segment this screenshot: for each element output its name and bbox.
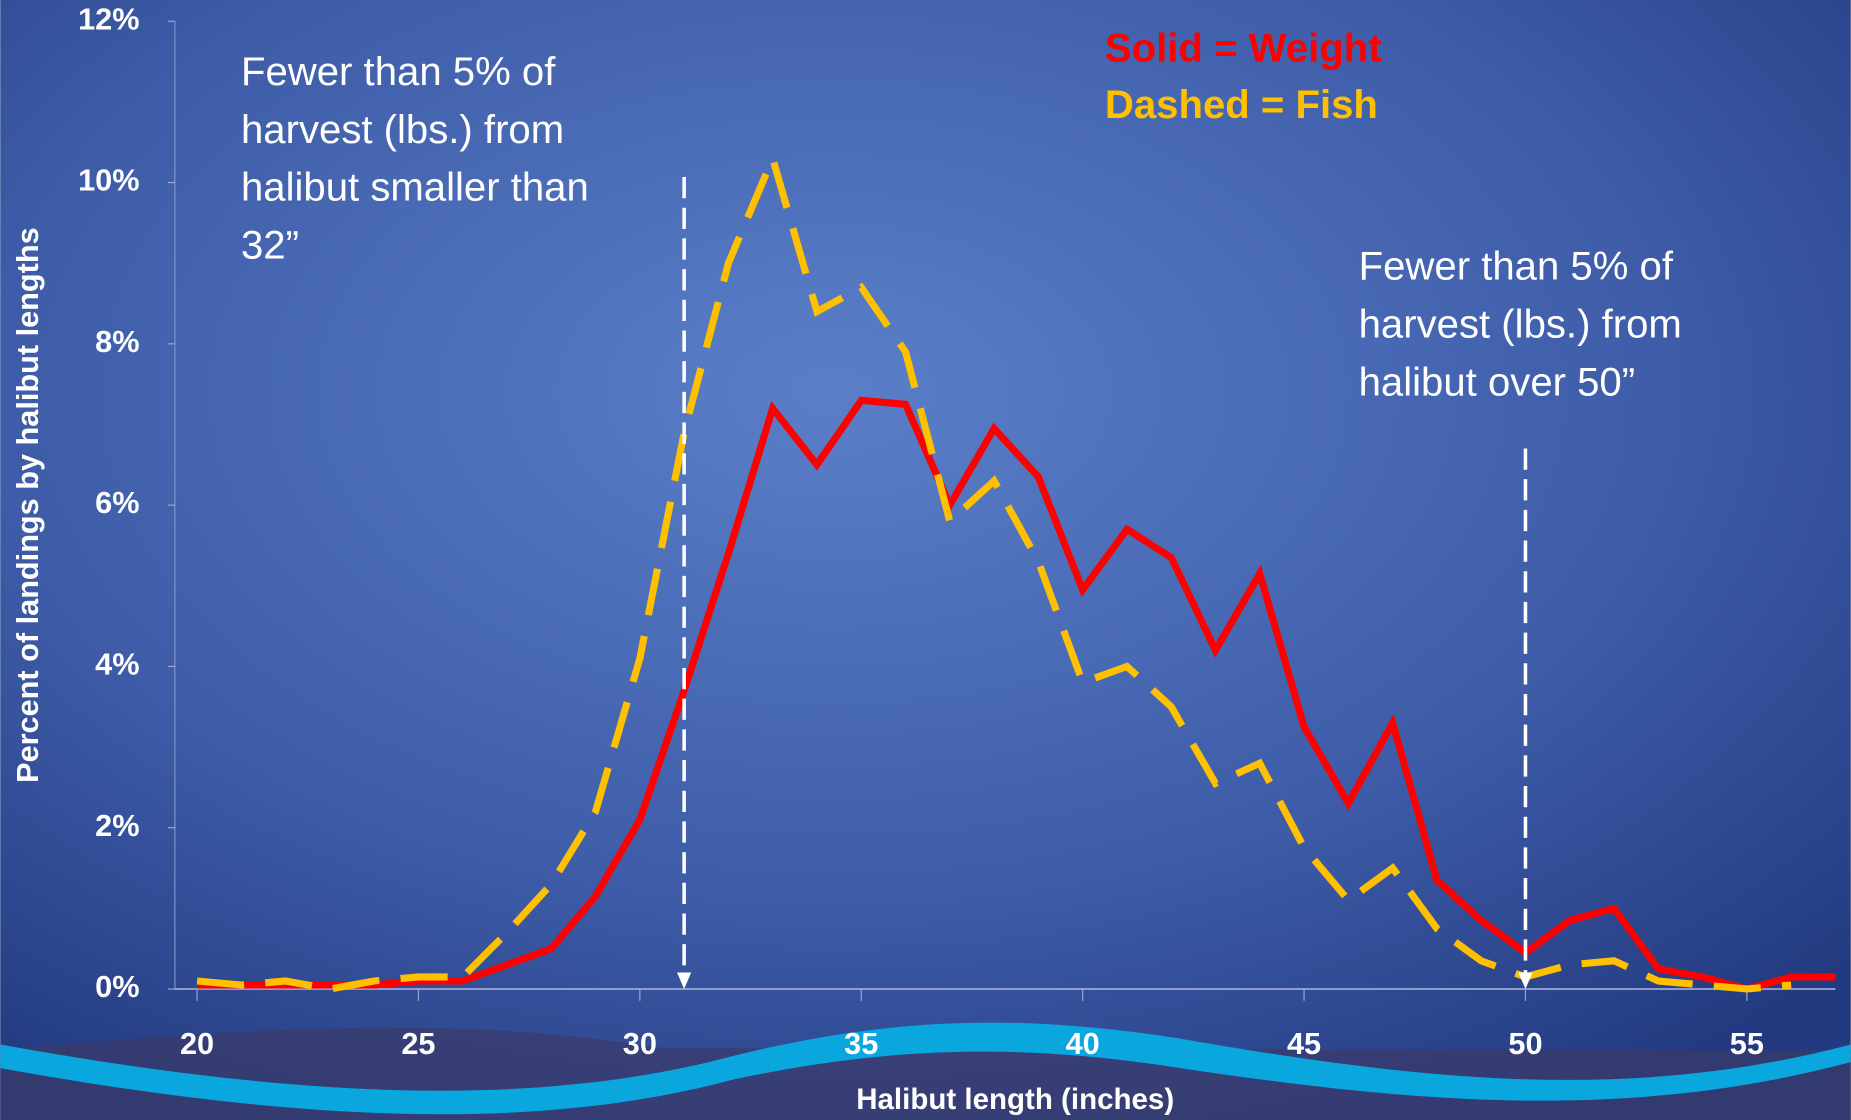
annotation: halibut smaller than (241, 165, 589, 210)
y-axis-label: Percent of landings by halibut lengths (10, 227, 45, 783)
x-tick-label: 30 (623, 1026, 657, 1061)
y-tick-label: 10% (78, 163, 139, 198)
x-tick-label: 20 (180, 1026, 214, 1061)
annotation: Fewer than 5% of (1359, 244, 1674, 289)
x-axis-label: Halibut length (inches) (856, 1083, 1174, 1116)
legend-entry: Dashed = Fish (1105, 82, 1378, 127)
y-tick-label: 0% (95, 969, 139, 1004)
x-tick-label: 45 (1287, 1026, 1321, 1061)
x-tick-label: 35 (844, 1026, 878, 1061)
annotation: halibut over 50” (1359, 359, 1635, 404)
x-tick-label: 55 (1730, 1026, 1764, 1061)
y-tick-label: 6% (95, 485, 139, 520)
x-tick-label: 50 (1508, 1026, 1542, 1061)
annotation: Fewer than 5% of (241, 49, 556, 94)
annotation: harvest (lbs.) from (1359, 302, 1682, 347)
y-tick-label: 4% (95, 647, 139, 682)
x-tick-label: 25 (401, 1026, 435, 1061)
x-tick-label: 40 (1066, 1026, 1100, 1061)
annotation: 32” (241, 222, 299, 267)
y-tick-label: 8% (95, 324, 139, 359)
annotation: harvest (lbs.) from (241, 107, 564, 152)
page: {"chart_data": { "type": "line", "x_labe… (0, 0, 1851, 1120)
y-tick-label: 12% (78, 1, 139, 36)
y-tick-label: 2% (95, 808, 139, 843)
legend-entry: Solid = Weight (1105, 25, 1382, 70)
chart: Halibut length (inches) Percent of landi… (0, 0, 1851, 1120)
